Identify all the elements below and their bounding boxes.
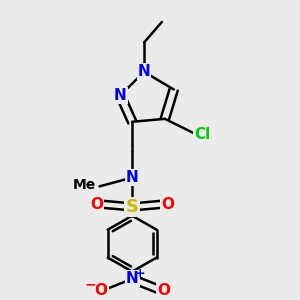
- Text: Cl: Cl: [194, 128, 210, 142]
- Text: −: −: [85, 278, 96, 292]
- Text: O: O: [157, 283, 170, 298]
- Text: O: O: [94, 283, 107, 298]
- Text: N: N: [138, 64, 150, 80]
- Text: S: S: [126, 198, 139, 216]
- Text: O: O: [161, 196, 174, 211]
- Text: N: N: [114, 88, 127, 103]
- Text: O: O: [90, 196, 103, 211]
- Text: Me: Me: [73, 178, 97, 192]
- Text: +: +: [134, 267, 145, 280]
- Text: N: N: [126, 170, 139, 185]
- Text: N: N: [126, 272, 139, 286]
